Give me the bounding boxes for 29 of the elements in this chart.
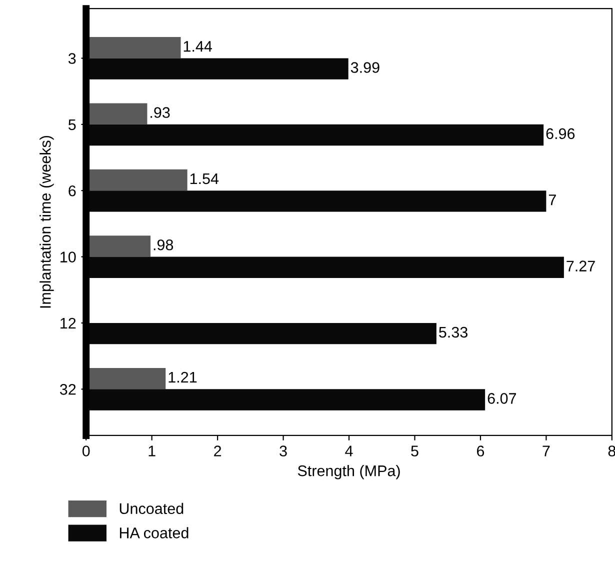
data-label: 6.96 xyxy=(546,128,575,140)
data-label: 1.44 xyxy=(184,41,212,52)
y-tick-label: 32 xyxy=(60,384,76,395)
x-tick-label: 2 xyxy=(214,446,222,456)
x-axis-title: Strength (MPa) xyxy=(298,465,400,480)
y-tick-label: 3 xyxy=(68,53,76,64)
data-label: .98 xyxy=(154,239,174,250)
x-tick-label: 7 xyxy=(542,446,550,456)
x-tick-label: 0 xyxy=(82,446,90,456)
x-tick-label: 5 xyxy=(411,446,418,456)
y-tick-label: 5 xyxy=(68,119,76,130)
x-tick-label: 4 xyxy=(345,446,353,456)
data-label: 3.99 xyxy=(350,62,380,73)
y-axis-title: Implantation time (weeks) xyxy=(40,136,54,308)
data-label: 6.07 xyxy=(488,393,516,404)
data-label: 7.27 xyxy=(566,260,595,272)
x-tick-label: 1 xyxy=(148,446,156,456)
y-tick-label: 12 xyxy=(60,318,76,329)
data-label: 1.21 xyxy=(168,372,197,383)
data-label: 5.33 xyxy=(439,326,468,338)
data-label: 7 xyxy=(548,194,556,206)
legend-label: HA coated xyxy=(120,527,188,538)
x-tick-label: 3 xyxy=(280,446,287,456)
legend-label: Uncoated xyxy=(120,502,184,514)
x-tick-label: 6 xyxy=(476,446,484,456)
data-label: .93 xyxy=(150,107,170,118)
y-tick-label: 6 xyxy=(68,185,76,196)
data-label: 1.54 xyxy=(190,173,219,184)
y-tick-label: 10 xyxy=(60,252,76,262)
